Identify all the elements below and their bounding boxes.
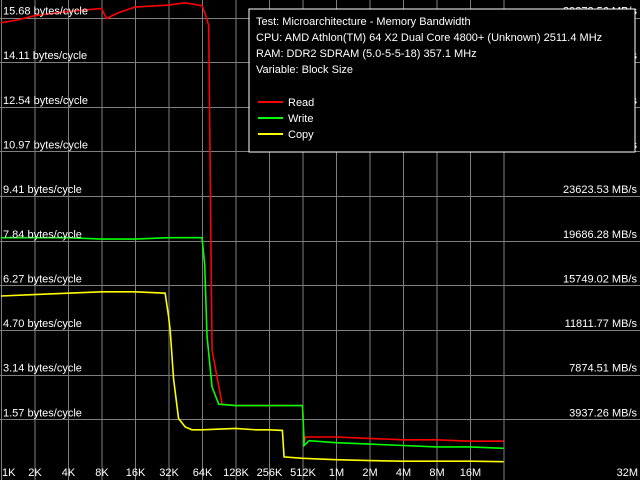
y-right-tick-label: 15749.02 MB/s xyxy=(563,273,637,285)
x-tick-label: 4M xyxy=(396,467,411,479)
y-right-tick-label: 7874.51 MB/s xyxy=(569,363,637,375)
y-left-tick-label: 15.68 bytes/cycle xyxy=(3,6,88,18)
x-tick-label: 1K xyxy=(2,467,16,479)
y-left-tick-label: 14.11 bytes/cycle xyxy=(3,50,87,62)
x-tick-label: 512K xyxy=(290,467,316,479)
legend-variable-text: Variable: Block Size xyxy=(256,64,353,76)
legend-ram-text: RAM: DDR2 SDRAM (5.0-5-5-18) 357.1 MHz xyxy=(256,48,477,60)
x-tick-label: 4K xyxy=(62,467,76,479)
y-axis-left-labels: 1.57 bytes/cycle 3.14 bytes/cycle 4.70 byt… xyxy=(3,6,88,420)
legend-cpu-text: CPU: AMD Athlon(TM) 64 X2 Dual Core 4800… xyxy=(256,32,602,44)
x-axis-labels: 1K 2K 4K 8K 16K 32K 64K 128K 256K 512K 1M 2M 4M 8M 16M… xyxy=(2,467,638,479)
series-line-write xyxy=(1,236,504,450)
legend-label-read: Read xyxy=(288,97,314,109)
series-lines xyxy=(0,1,504,463)
x-tick-label: 8M xyxy=(429,467,444,479)
x-tick-label: 256K xyxy=(257,467,283,479)
legend-label-write: Write xyxy=(288,113,313,125)
y-left-tick-label: 3.14 bytes/cycle xyxy=(3,363,82,375)
series-line-read xyxy=(0,1,504,443)
y-left-tick-label: 1.57 bytes/cycle xyxy=(3,407,82,419)
y-right-tick-label: 11811.77 MB/s xyxy=(565,318,638,330)
x-tick-label: 2M xyxy=(362,467,377,479)
y-left-tick-label: 10.97 bytes/cycle xyxy=(3,139,88,151)
y-left-tick-label: 12.54 bytes/cycle xyxy=(3,95,88,107)
y-right-tick-label: 3937.26 MB/s xyxy=(569,407,637,419)
y-left-tick-label: 9.41 bytes/cycle xyxy=(3,184,82,196)
x-tick-label: 32M xyxy=(617,467,638,479)
legend-box xyxy=(248,8,636,153)
y-left-tick-label: 7.84 bytes/cycle xyxy=(3,229,82,241)
y-left-tick-label: 4.70 bytes/cycle xyxy=(3,318,82,330)
y-right-tick-label: 19686.28 MB/s xyxy=(563,229,637,241)
series-line-copy xyxy=(0,290,504,463)
x-tick-label: 1M xyxy=(329,467,344,479)
legend: Test: Microarchitecture - Memory Bandwid… xyxy=(248,8,636,153)
x-tick-label: 32K xyxy=(159,467,179,479)
y-right-tick-label: 23623.53 MB/s xyxy=(563,184,637,196)
legend-test-text: Test: Microarchitecture - Memory Bandwid… xyxy=(256,16,471,28)
x-tick-label: 64K xyxy=(193,467,213,479)
x-tick-label: 2K xyxy=(28,467,42,479)
x-tick-label: 128K xyxy=(223,467,249,479)
x-tick-label: 8K xyxy=(95,467,109,479)
y-left-tick-label: 6.27 bytes/cycle xyxy=(3,273,82,285)
x-tick-label: 16K xyxy=(126,467,146,479)
legend-label-copy: Copy xyxy=(288,129,314,141)
x-tick-label: 16M xyxy=(460,467,481,479)
